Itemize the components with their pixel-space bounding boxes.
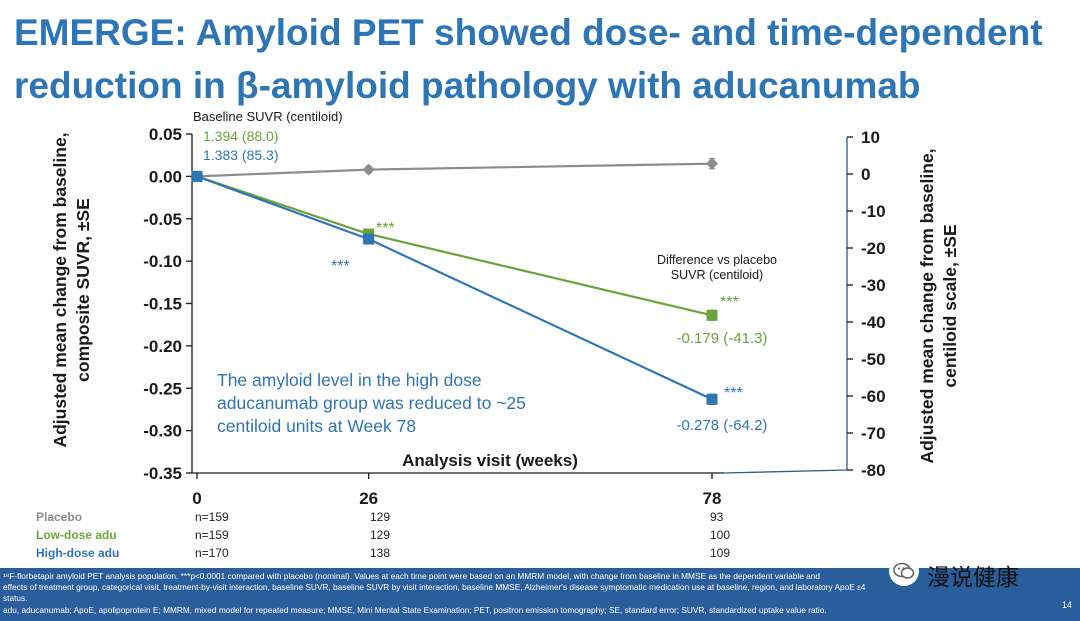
count-cell: n=170 [195,546,229,560]
count-row-label: Placebo [36,510,83,524]
right-y-tick-label: -30 [861,276,886,295]
right-y-tick-label: -70 [861,424,886,443]
footnote-line-3: status. [3,593,28,603]
left-y-axis-label: Adjusted mean change from baseline, compo… [50,132,93,447]
footnote-line-4: adu, aducanumab; ApoE, apolipoprotein E;… [3,605,827,615]
difference-heading-2: SUVR (centiloid) [671,268,763,282]
left-y-tick-label: 0.00 [149,167,182,186]
left-y-axis-label-line: Adjusted mean change from baseline, [50,132,70,447]
title-line-2: reduction in β-amyloid pathology with ad… [14,65,921,106]
slide-title: EMERGE: Amyloid PET showed dose- and tim… [14,6,1074,112]
x-axis-label: Analysis visit (weeks) [402,451,578,470]
right-y-tick-label: -60 [861,387,886,406]
callout-text-line: centiloid units at Week 78 [217,416,416,436]
footer-bar: ¹⁸F-florbetapir amyloid PET analysis pop… [0,568,1080,621]
difference-high-dose: -0.278 (-64.2) [677,417,768,434]
significance-high-26: *** [331,258,350,275]
title-line-1: EMERGE: Amyloid PET showed dose- and tim… [14,12,1043,53]
watermark-text: 漫说健康 [927,565,1019,591]
left-y-tick-label: -0.30 [143,422,182,441]
left-y-tick-label: 0.05 [149,125,182,144]
baseline-low-dose: 1.394 (88.0) [203,128,279,144]
count-cell: n=159 [195,510,229,524]
count-cell: 93 [710,510,724,524]
right-y-axis-label-line: centiloid scale, ±SE [940,224,960,387]
count-cell: 129 [370,510,391,524]
series-line-low-dose-adu [196,175,713,317]
data-point-placebo [362,163,375,176]
data-point-placebo [706,157,718,170]
right-y-tick-label: 0 [861,165,870,184]
significance-low-78: *** [720,294,739,311]
right-y-tick-label: -50 [861,350,886,369]
x-tick-label: 26 [359,489,378,508]
count-row: Low-dose adu n=159 129 100 [0,528,1080,546]
significance-high-78: *** [724,385,743,402]
right-y-tick-label: -40 [861,313,886,332]
right-y-tick-label: -20 [861,239,886,258]
count-cell: 129 [370,528,391,542]
left-y-axis-label-line: composite SUVR, ±SE [73,198,93,382]
patient-counts-table: Placebo n=159 129 93 Low-dose adu n=159 129 100… [0,510,1080,565]
callout-text-line: The amyloid level in the high dose [217,370,482,390]
watermark: 漫说健康 [889,556,1059,591]
left-y-tick-label: -0.35 [143,464,182,483]
wechat-icon [889,556,919,586]
count-cell: 100 [710,528,731,542]
left-y-tick-label: -0.20 [143,337,182,356]
amyloid-pet-chart: 0.05 0.00 -0.05 -0.10 -0.15 -0.20 -0.25 -0.30 -0… [50,109,960,508]
left-y-tick-label: -0.10 [143,252,182,271]
left-y-tick-label: -0.05 [143,210,182,229]
x-tick-label: 78 [703,489,722,508]
count-row: High-dose adu n=170 138 109 [0,546,1080,564]
difference-low-dose: -0.179 (-41.3) [677,330,768,347]
series-line-high-dose-adu [196,175,713,401]
count-row-label: High-dose adu [36,546,120,560]
right-y-axis-label-line: Adjusted mean change from baseline, [917,148,937,463]
page-number: 14 [1061,600,1072,610]
footnote-line-2: effects of treatment group, categorical … [3,582,866,592]
significance-low-26: *** [376,220,395,237]
data-point-low-dose-adu [706,309,718,321]
data-point-high-dose-adu [191,170,203,182]
left-y-tick-label: -0.15 [143,295,182,314]
callout-text-line: aducanumab group was reduced to ~25 [217,393,526,413]
series-line-placebo [196,162,713,178]
right-y-tick-label: -10 [861,202,886,221]
right-y-axis-label: Adjusted mean change from baseline, centi… [917,148,960,463]
data-point-high-dose-adu [706,393,718,405]
count-row-label: Low-dose adu [36,528,117,542]
left-y-tick-label: -0.25 [143,379,182,398]
footnote-line-1: ¹⁸F-florbetapir amyloid PET analysis pop… [3,571,820,581]
count-cell: 109 [710,546,731,560]
difference-heading-1: Difference vs placebo [657,253,777,267]
x-axis-join [723,469,848,474]
count-row: Placebo n=159 129 93 [0,510,1080,528]
right-y-tick-label: -80 [861,461,886,480]
data-point-high-dose-adu [363,233,375,245]
baseline-high-dose: 1.383 (85.3) [203,147,279,163]
x-tick-label: 0 [192,489,201,508]
count-cell: n=159 [195,528,229,542]
baseline-heading: Baseline SUVR (centiloid) [193,109,343,124]
right-y-tick-label: 10 [861,128,880,147]
count-cell: 138 [370,546,391,560]
